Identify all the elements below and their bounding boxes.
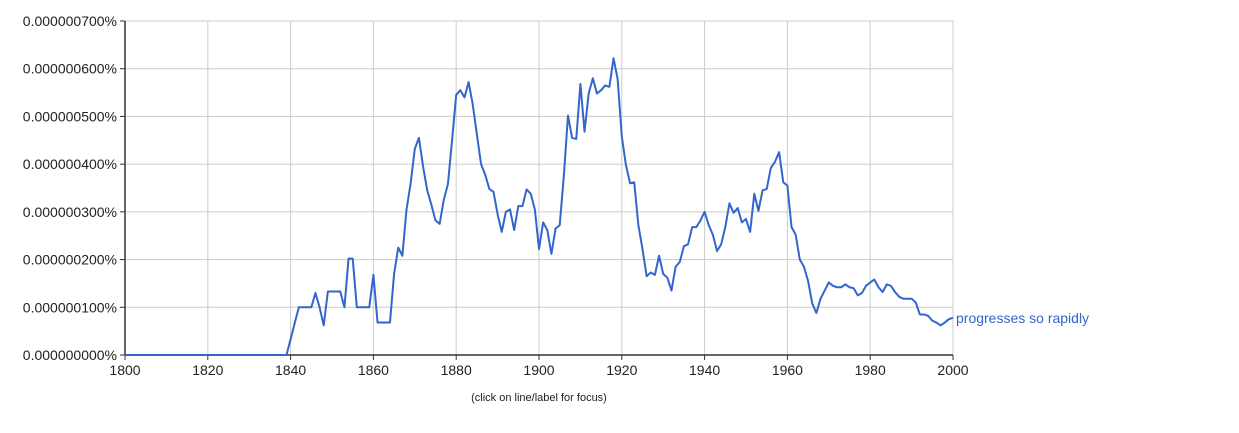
y-tick-label: 0.000000300% bbox=[23, 204, 117, 220]
series-line[interactable] bbox=[125, 57, 954, 356]
axes bbox=[120, 20, 954, 360]
y-axis-tick-labels: 0.000000000% 0.000000100% 0.000000200% 0.00… bbox=[23, 13, 117, 363]
focus-hint-text: (click on line/label for focus) bbox=[471, 392, 607, 404]
x-tick-label: 1840 bbox=[275, 362, 306, 378]
x-tick-label: 1900 bbox=[523, 362, 554, 378]
y-tick-label: 0.000000200% bbox=[23, 252, 117, 268]
x-tick-label: 1960 bbox=[772, 362, 803, 378]
y-tick-label: 0.000000000% bbox=[23, 347, 117, 363]
x-tick-label: 1820 bbox=[192, 362, 223, 378]
y-tick-label: 0.000000700% bbox=[23, 13, 117, 29]
y-tick-label: 0.000000400% bbox=[23, 156, 117, 172]
grid-lines bbox=[125, 20, 954, 355]
x-tick-label: 1980 bbox=[855, 362, 886, 378]
y-tick-label: 0.000000600% bbox=[23, 61, 117, 77]
series-label[interactable]: progresses so rapidly bbox=[956, 310, 1089, 326]
x-tick-label: 1920 bbox=[606, 362, 637, 378]
x-tick-label: 1940 bbox=[689, 362, 720, 378]
series-lines[interactable]: progresses so rapidly bbox=[125, 57, 1089, 356]
y-tick-label: 0.000000500% bbox=[23, 108, 117, 124]
x-tick-label: 2000 bbox=[937, 362, 968, 378]
x-tick-label: 1860 bbox=[358, 362, 389, 378]
y-tick-label: 0.000000100% bbox=[23, 299, 117, 315]
x-tick-label: 1800 bbox=[109, 362, 140, 378]
x-tick-label: 1880 bbox=[441, 362, 472, 378]
x-axis-tick-labels: 1800 1820 1840 1860 1880 1900 1920 1940 1960 1980… bbox=[109, 362, 968, 378]
